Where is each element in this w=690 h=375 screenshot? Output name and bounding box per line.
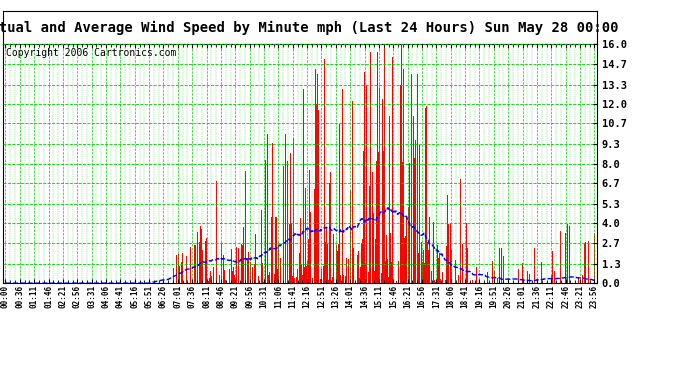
Text: Copyright 2006 Cartronics.com: Copyright 2006 Cartronics.com	[6, 48, 177, 58]
Text: Actual and Average Wind Speed by Minute mph (Last 24 Hours) Sun May 28 00:00: Actual and Average Wind Speed by Minute …	[0, 21, 618, 35]
